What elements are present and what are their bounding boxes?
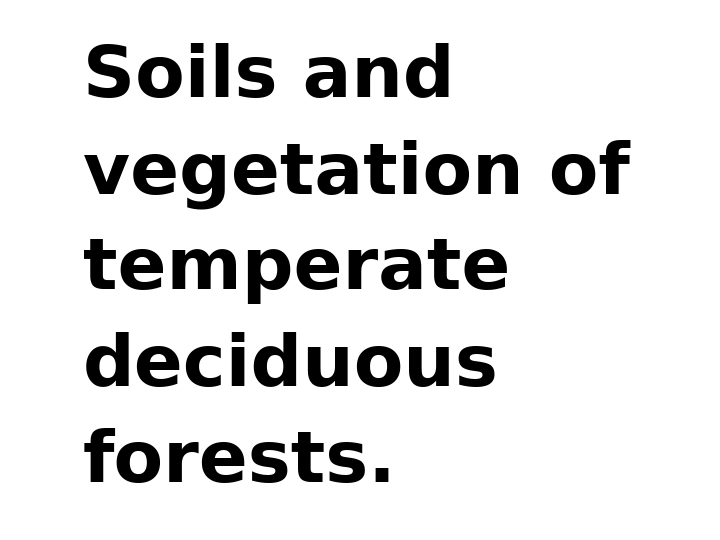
- Text: Soils and: Soils and: [83, 43, 454, 112]
- Text: vegetation of: vegetation of: [83, 139, 630, 209]
- Text: forests.: forests.: [83, 428, 397, 497]
- Text: temperate: temperate: [83, 235, 510, 305]
- Text: deciduous: deciduous: [83, 332, 499, 401]
